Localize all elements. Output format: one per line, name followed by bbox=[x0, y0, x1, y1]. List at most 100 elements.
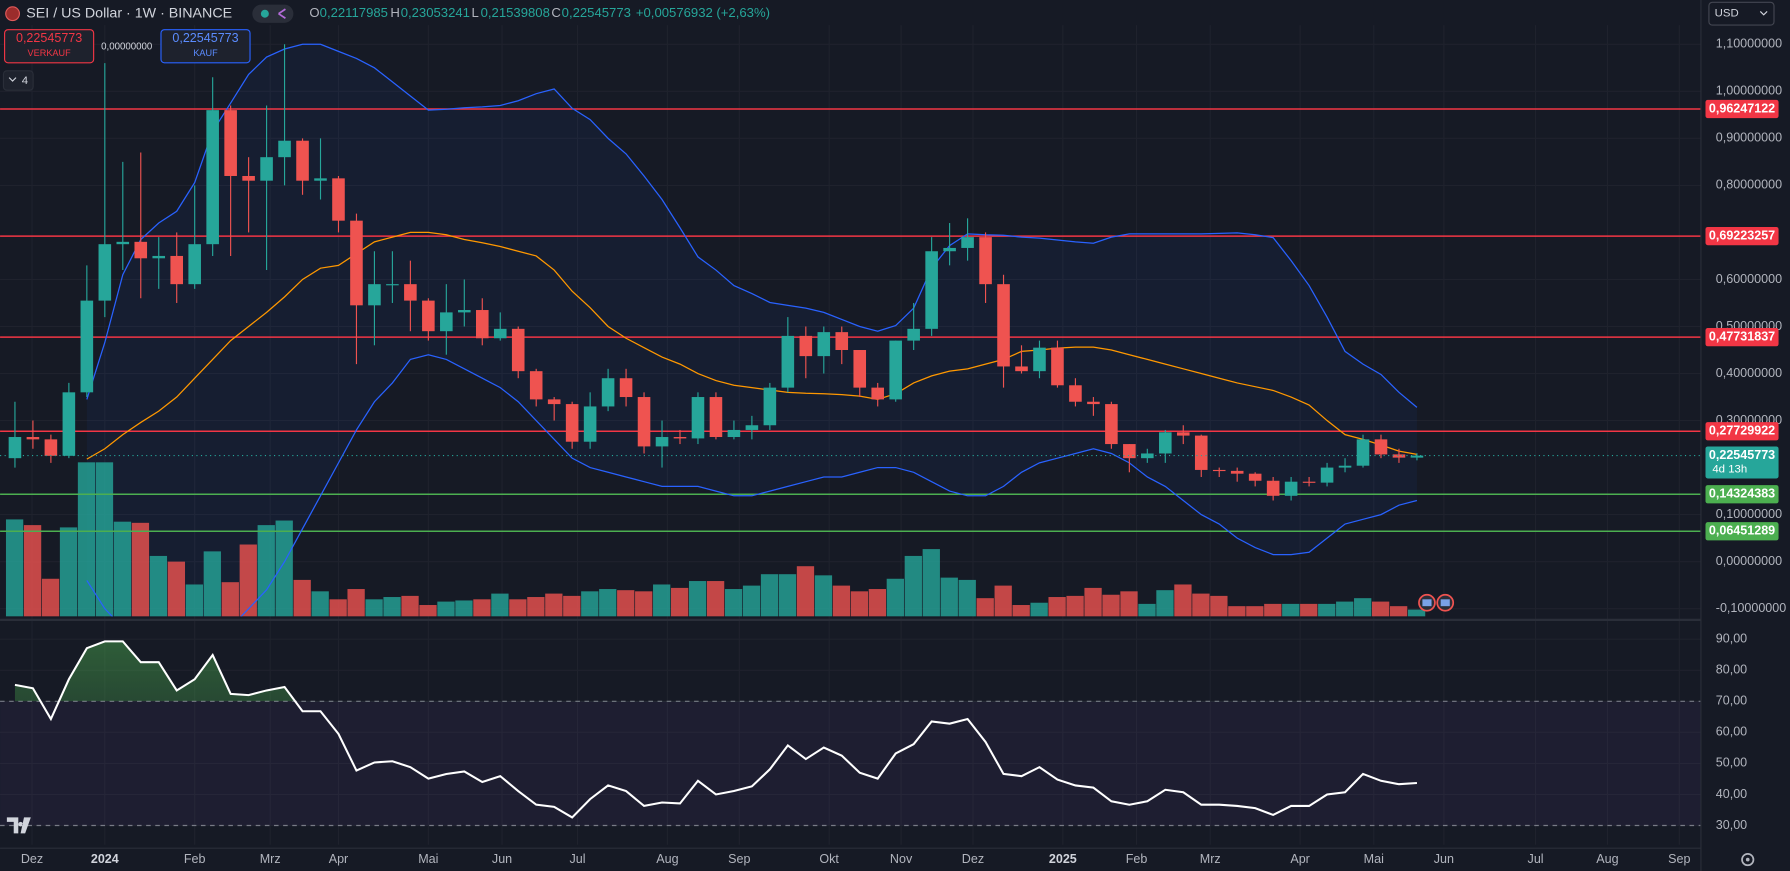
volume-bar bbox=[59, 527, 78, 617]
x-tick-label: Sep bbox=[728, 852, 750, 866]
volume-bar bbox=[1210, 595, 1228, 617]
rsi-line bbox=[14, 640, 1418, 819]
candle-body bbox=[547, 399, 561, 405]
x-tick-label: Mai bbox=[1364, 852, 1384, 866]
candle-body bbox=[889, 340, 902, 400]
x-tick-label: Dez bbox=[962, 852, 984, 866]
volume-bar bbox=[1354, 598, 1372, 617]
x-tick-label: Nov bbox=[890, 852, 913, 866]
y-tick-label: 0,90000000 bbox=[1716, 131, 1782, 145]
indicator-box[interactable] bbox=[2, 70, 34, 91]
level-label: 0,96247122 bbox=[1709, 101, 1775, 115]
y-tick-label: 1,00000000 bbox=[1716, 84, 1782, 98]
level-label-bg bbox=[1705, 522, 1779, 541]
candle-body bbox=[170, 255, 184, 285]
volume-bar bbox=[1264, 603, 1282, 617]
x-tick-label: Apr bbox=[1290, 852, 1310, 866]
spread: 0,00000000 bbox=[101, 41, 153, 52]
volume-bar bbox=[1407, 609, 1426, 617]
x-tick-label: Feb bbox=[1126, 852, 1148, 866]
volume-bar bbox=[1102, 594, 1120, 617]
candle-body bbox=[1338, 465, 1352, 468]
candle-body bbox=[493, 328, 507, 339]
candle-body bbox=[1212, 469, 1226, 472]
volume-bar bbox=[527, 597, 545, 617]
candle-body bbox=[44, 439, 58, 456]
y-tick-label: 0,80000000 bbox=[1716, 178, 1782, 192]
volume-bar bbox=[401, 595, 419, 617]
currency-box[interactable] bbox=[1708, 1, 1775, 26]
candle-body bbox=[745, 425, 759, 430]
y-tick-label: 0,60000000 bbox=[1716, 272, 1782, 286]
share-icon bbox=[278, 8, 286, 19]
gear-center bbox=[1745, 857, 1750, 862]
volume-bar bbox=[635, 591, 653, 617]
volume-bar bbox=[1389, 606, 1408, 617]
candle-body bbox=[817, 332, 831, 357]
volume-bar bbox=[760, 574, 779, 617]
event-badges[interactable] bbox=[1418, 593, 1455, 612]
currency-selector[interactable]: USD bbox=[1708, 1, 1775, 26]
indicator-count: 4 bbox=[22, 75, 29, 87]
candle-body bbox=[583, 406, 597, 442]
candle-body bbox=[637, 397, 651, 447]
volume-bar bbox=[724, 589, 743, 617]
status-pill[interactable] bbox=[252, 4, 294, 23]
settings-icon[interactable] bbox=[1741, 853, 1755, 867]
volume-bar bbox=[832, 585, 851, 617]
volume-bar bbox=[437, 601, 455, 617]
volume-bar bbox=[473, 599, 491, 617]
candle-body bbox=[1033, 347, 1046, 372]
x-tick-label: Feb bbox=[184, 852, 206, 866]
buy-button[interactable]: 0,22545773 KAUF bbox=[160, 29, 251, 64]
level-label: 0,47731837 bbox=[1709, 329, 1775, 343]
volume-bar bbox=[1282, 603, 1300, 617]
bollinger-upper bbox=[86, 43, 1418, 408]
volume-bar bbox=[5, 519, 24, 617]
high-key: H bbox=[390, 5, 399, 20]
y-tick-label: -0,10000000 bbox=[1716, 601, 1786, 615]
buy-label: KAUF bbox=[193, 48, 218, 58]
x-tick-label: Okt bbox=[819, 852, 839, 866]
header: SEI / US Dollar · 1W · BINANCE O 0,22117… bbox=[5, 4, 770, 23]
sell-box[interactable] bbox=[4, 29, 95, 64]
x-tick-label: Mrz bbox=[1200, 852, 1221, 866]
gear[interactable] bbox=[1741, 853, 1755, 867]
volume-bar bbox=[1318, 603, 1336, 617]
volume-bar bbox=[383, 597, 401, 617]
candle-body bbox=[529, 371, 543, 400]
candle-body bbox=[1105, 404, 1118, 445]
bollinger-basis bbox=[86, 231, 1418, 460]
candle-body bbox=[871, 387, 885, 400]
volume-bar bbox=[599, 589, 617, 617]
volume-bar bbox=[1066, 595, 1084, 617]
sell-button[interactable]: 0,22545773 VERKAUF bbox=[4, 29, 95, 64]
volume-bar bbox=[491, 593, 509, 617]
candle-body bbox=[925, 251, 938, 329]
volume-bar bbox=[1192, 593, 1210, 617]
volume-bar bbox=[976, 598, 994, 617]
volume-bar bbox=[185, 584, 203, 617]
y-tick-label: 0,10000000 bbox=[1716, 507, 1782, 521]
candle-body bbox=[98, 244, 112, 301]
x-tick-label: Dez bbox=[21, 852, 43, 866]
volume-bar bbox=[203, 551, 221, 617]
x-tick-label: Jun bbox=[1434, 852, 1454, 866]
buy-price: 0,22545773 bbox=[172, 31, 238, 45]
low-key: L bbox=[471, 5, 478, 20]
volume-bar bbox=[239, 544, 257, 617]
candle-body bbox=[296, 140, 309, 181]
volume-bar bbox=[1174, 584, 1192, 617]
x-tick-label: Mrz bbox=[260, 852, 281, 866]
candle-body bbox=[727, 429, 741, 438]
indicator-toggle[interactable]: 4 bbox=[2, 70, 34, 91]
volume-bar bbox=[1030, 602, 1048, 617]
level-label-bg bbox=[1705, 328, 1779, 347]
countdown: 4d 13h bbox=[1712, 463, 1747, 475]
buy-box[interactable] bbox=[160, 29, 251, 64]
open-key: O bbox=[309, 5, 319, 20]
candle-body bbox=[997, 284, 1010, 367]
volume-bar bbox=[77, 462, 96, 617]
candle-body bbox=[26, 437, 40, 440]
candle-body bbox=[1123, 444, 1136, 459]
